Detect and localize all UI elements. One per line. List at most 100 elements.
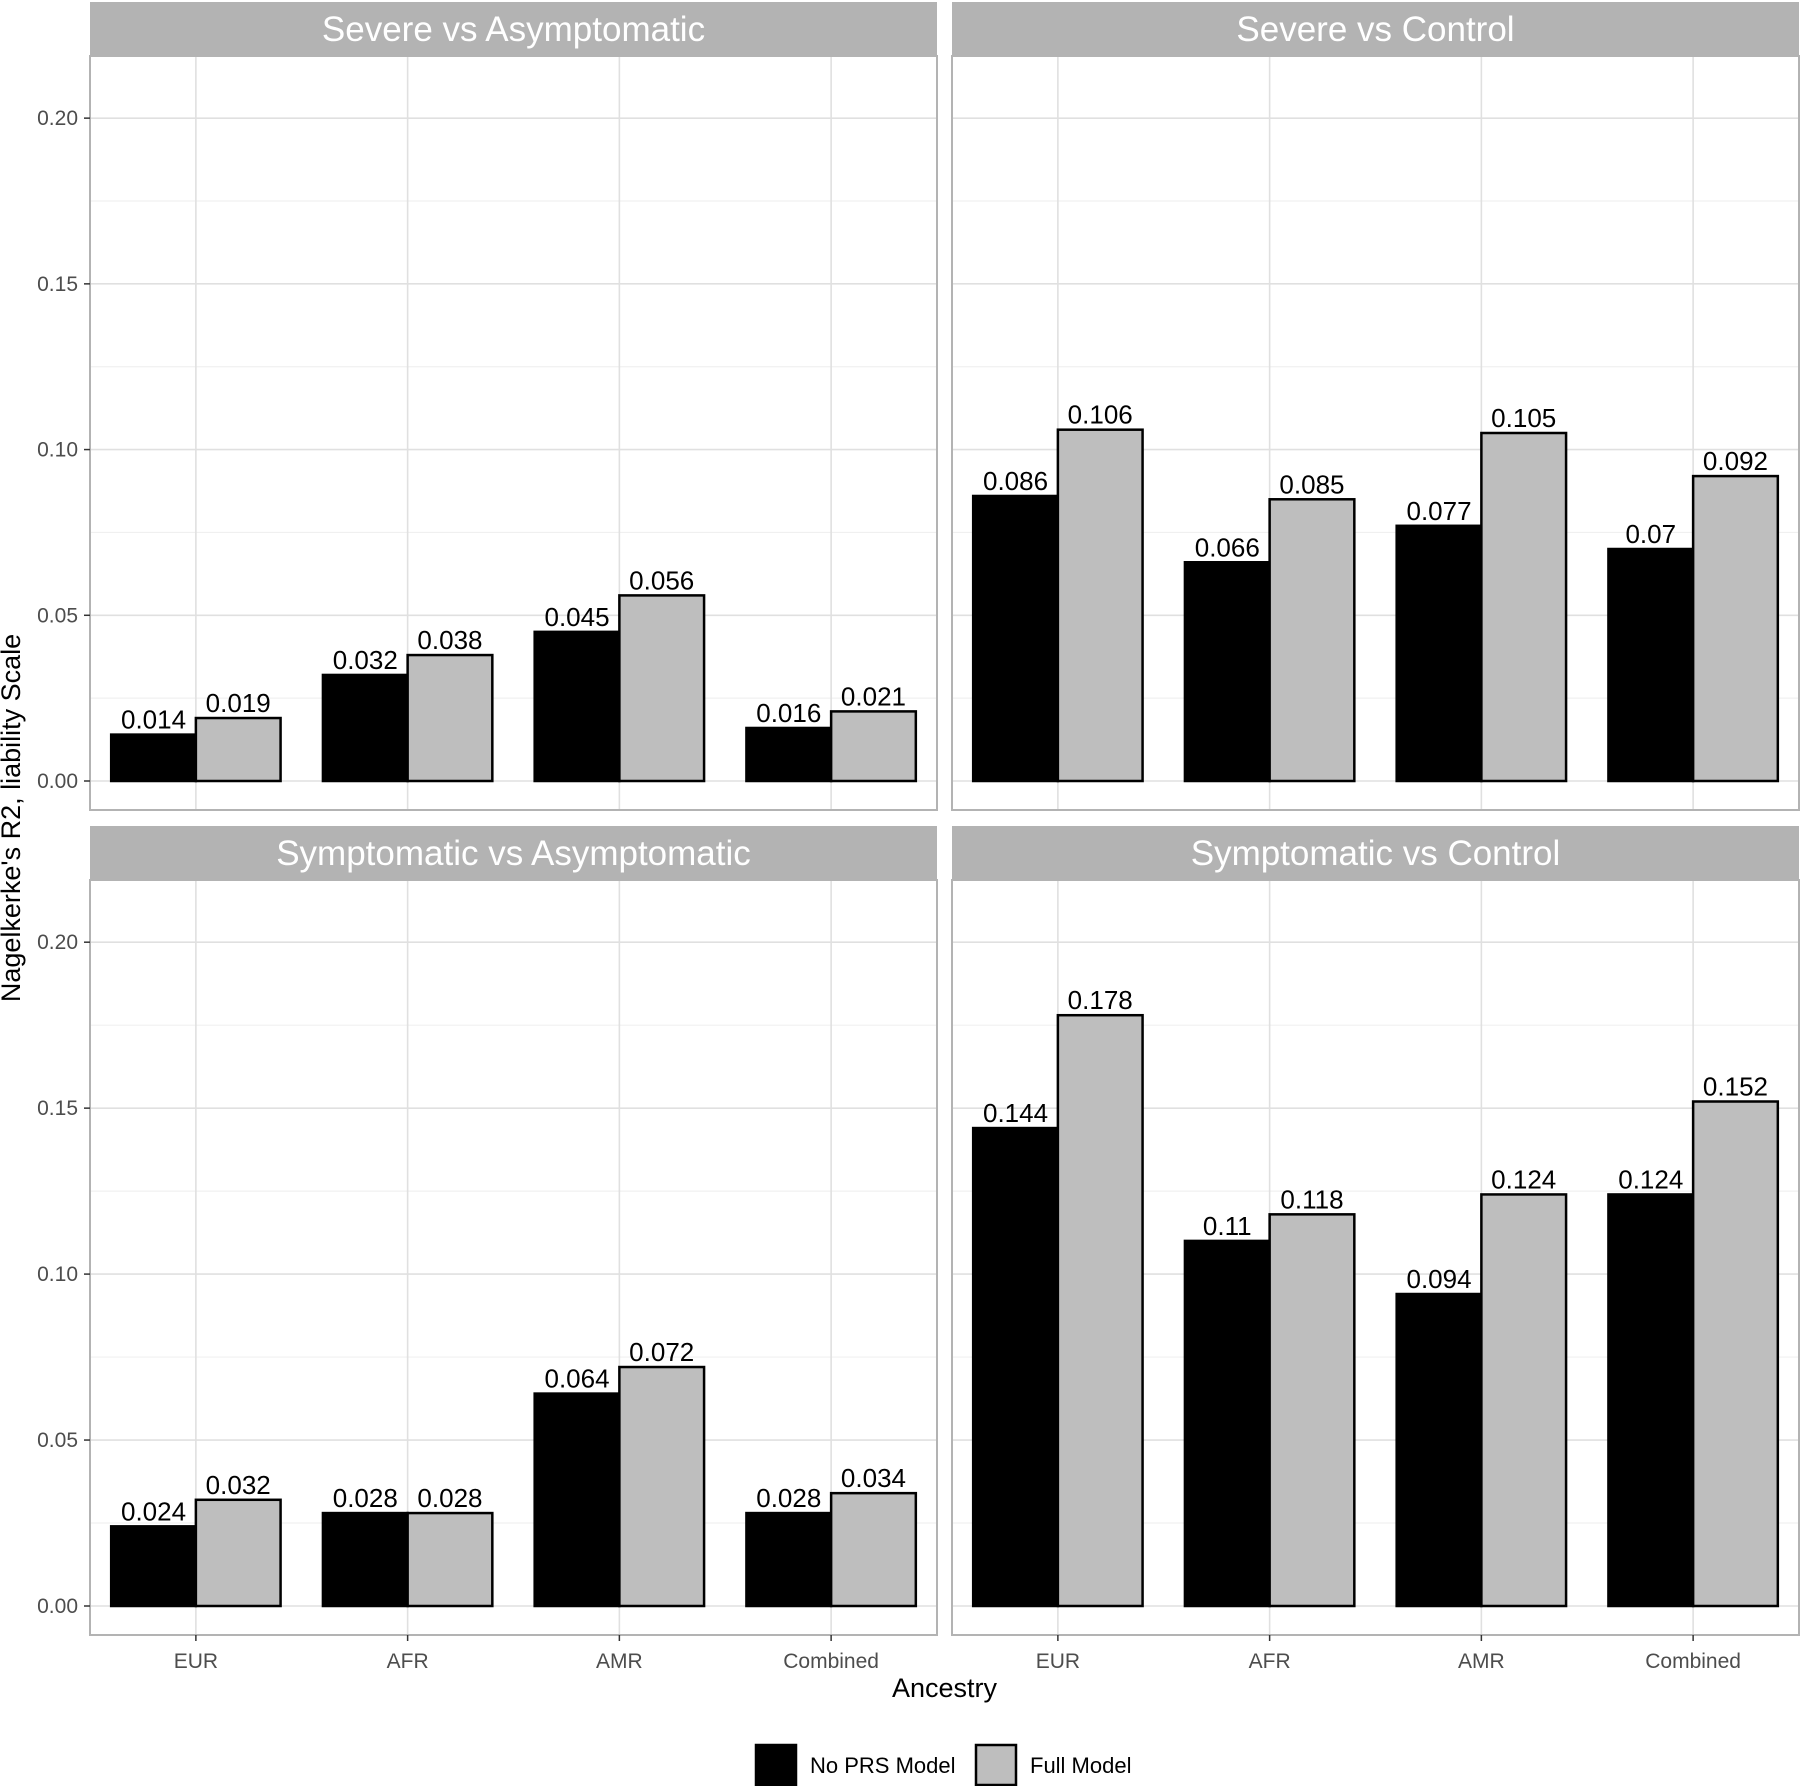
bar-no-prs-model xyxy=(1607,547,1695,783)
bar-full-model xyxy=(1691,474,1780,783)
bar-no-prs-model xyxy=(1183,561,1271,783)
bar-full-model xyxy=(1056,428,1144,783)
bar-full-model xyxy=(194,1498,282,1608)
legend-label: No PRS Model xyxy=(810,1753,956,1778)
panel-strip xyxy=(952,826,1799,880)
bar-full-model xyxy=(1268,498,1356,783)
panel-strip xyxy=(90,2,937,56)
panel-border xyxy=(89,879,938,1636)
bar-full-model xyxy=(406,653,494,783)
bar-value-label: 0.178 xyxy=(1068,985,1133,1015)
bar-value-label: 0.086 xyxy=(983,466,1048,496)
bar-no-prs-model xyxy=(1395,524,1483,783)
bar-value-label: 0.032 xyxy=(333,645,398,675)
bar-value-label: 0.028 xyxy=(756,1483,821,1513)
panel-title: Severe vs Control xyxy=(1236,10,1514,49)
bar-full-model xyxy=(406,1511,494,1608)
panel-border xyxy=(951,879,1800,1636)
bar-value-label: 0.144 xyxy=(983,1098,1048,1128)
y-tick-label: 0.20 xyxy=(37,107,78,130)
panel-3: Symptomatic vs Asymptomatic 0.024 0.028 0.0… xyxy=(37,826,938,1673)
y-tick-label: 0.10 xyxy=(37,1263,78,1286)
y-tick-label: 0.05 xyxy=(37,604,78,627)
bar-value-label: 0.028 xyxy=(333,1483,398,1513)
bar-value-label: 0.092 xyxy=(1703,446,1768,476)
panel-strip xyxy=(90,826,937,880)
x-tick-label: AFR xyxy=(1249,1650,1291,1673)
bar-no-prs-model xyxy=(109,733,198,783)
panel-title: Symptomatic vs Control xyxy=(1191,834,1561,873)
x-axis-title: Ancestry xyxy=(892,1673,998,1703)
panel-strip xyxy=(952,2,1799,56)
x-tick-label: EUR xyxy=(1036,1650,1080,1673)
y-tick-label: 0.20 xyxy=(37,931,78,954)
panel-4: Symptomatic vs Control 0.144 0.11 0.094 0.12… xyxy=(951,826,1800,1673)
bar-value-label: 0.072 xyxy=(629,1337,694,1367)
bar-value-label: 0.034 xyxy=(841,1463,906,1493)
bar-full-model xyxy=(829,710,918,783)
plot-background xyxy=(90,56,937,810)
bar-value-label: 0.066 xyxy=(1195,532,1260,562)
bar-no-prs-model xyxy=(321,673,409,783)
bar-full-model xyxy=(194,716,282,783)
panel-border xyxy=(951,55,1800,811)
legend: No PRS Model Full Model xyxy=(754,1743,1131,1787)
bar-no-prs-model xyxy=(1607,1193,1695,1608)
bar-no-prs-model xyxy=(109,1525,198,1608)
legend-key xyxy=(974,1743,1018,1787)
bar-value-label: 0.124 xyxy=(1618,1164,1683,1194)
panel-1: Severe vs Asymptomatic 0.014 0.032 0.045 0.0… xyxy=(37,2,938,811)
bar-value-label: 0.124 xyxy=(1491,1164,1556,1194)
bar-value-label: 0.07 xyxy=(1625,519,1676,549)
legend-label: Full Model xyxy=(1030,1753,1131,1778)
y-tick-label: 0.10 xyxy=(37,439,78,462)
y-tick-label: 0.00 xyxy=(37,1595,78,1618)
bar-value-label: 0.028 xyxy=(417,1483,482,1513)
bar-no-prs-model xyxy=(533,630,621,783)
bar-value-label: 0.016 xyxy=(756,698,821,728)
panel-title: Severe vs Asymptomatic xyxy=(322,10,705,49)
y-tick-label: 0.05 xyxy=(37,1429,78,1452)
bar-value-label: 0.118 xyxy=(1280,1184,1343,1214)
bar-full-model xyxy=(1056,1013,1144,1608)
y-tick-label: 0.15 xyxy=(37,273,78,296)
bar-full-model xyxy=(1268,1213,1356,1608)
bar-value-label: 0.021 xyxy=(841,681,906,711)
bar-full-model xyxy=(1480,431,1568,783)
bar-value-label: 0.106 xyxy=(1068,400,1133,430)
bar-no-prs-model xyxy=(745,726,833,783)
bar-value-label: 0.11 xyxy=(1203,1211,1252,1241)
bar-no-prs-model xyxy=(1395,1292,1483,1608)
y-tick-label: 0.00 xyxy=(37,770,78,793)
bar-no-prs-model xyxy=(321,1511,409,1608)
bar-value-label: 0.045 xyxy=(544,602,609,632)
x-tick-label: Combined xyxy=(783,1650,879,1673)
bar-full-model xyxy=(1691,1100,1780,1608)
bar-value-label: 0.019 xyxy=(206,688,271,718)
bar-no-prs-model xyxy=(533,1392,621,1608)
bar-no-prs-model xyxy=(971,1126,1060,1608)
x-tick-label: AFR xyxy=(387,1650,429,1673)
bar-value-label: 0.056 xyxy=(629,565,694,595)
bar-value-label: 0.085 xyxy=(1279,469,1344,499)
bar-full-model xyxy=(1480,1193,1568,1608)
y-axis-title: Nagelkerke's R2, liability Scale xyxy=(0,634,26,1002)
bar-value-label: 0.024 xyxy=(121,1496,186,1526)
bar-value-label: 0.105 xyxy=(1491,403,1556,433)
x-tick-label: Combined xyxy=(1645,1650,1741,1673)
panel-border xyxy=(89,55,938,811)
bar-full-model xyxy=(618,594,706,783)
bar-value-label: 0.077 xyxy=(1406,496,1471,526)
legend-key xyxy=(754,1743,798,1787)
x-tick-label: EUR xyxy=(174,1650,218,1673)
panel-2: Severe vs Control 0.086 0.066 0.077 0.07 0.10… xyxy=(951,2,1800,811)
bar-value-label: 0.038 xyxy=(417,625,482,655)
x-tick-label: AMR xyxy=(1458,1650,1505,1673)
bar-no-prs-model xyxy=(1183,1239,1271,1608)
bar-full-model xyxy=(829,1491,918,1608)
bar-value-label: 0.064 xyxy=(544,1364,609,1394)
bar-full-model xyxy=(618,1365,706,1608)
bar-value-label: 0.094 xyxy=(1406,1264,1471,1294)
